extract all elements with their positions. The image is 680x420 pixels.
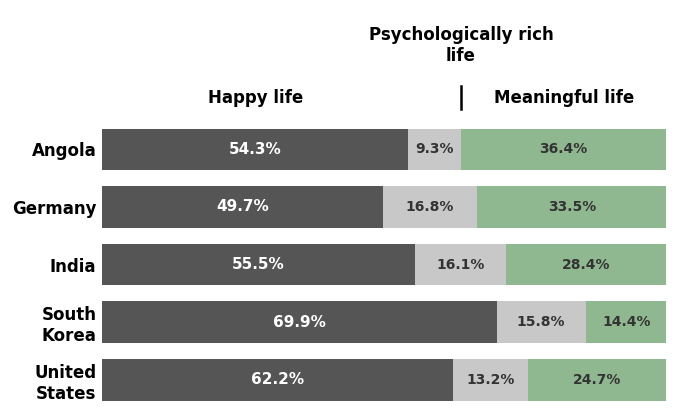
Bar bbox=[102, 129, 409, 170]
Bar bbox=[585, 302, 667, 343]
Bar bbox=[102, 359, 453, 401]
Text: 24.7%: 24.7% bbox=[573, 373, 622, 387]
Text: 28.4%: 28.4% bbox=[562, 257, 611, 272]
Text: 16.8%: 16.8% bbox=[406, 200, 454, 214]
Bar bbox=[453, 359, 528, 401]
Text: 13.2%: 13.2% bbox=[466, 373, 515, 387]
Text: 54.3%: 54.3% bbox=[229, 142, 282, 157]
Text: 62.2%: 62.2% bbox=[251, 373, 304, 387]
Text: 16.1%: 16.1% bbox=[437, 257, 485, 272]
Text: 55.5%: 55.5% bbox=[233, 257, 285, 272]
Bar bbox=[528, 359, 667, 401]
Bar bbox=[383, 186, 477, 228]
Bar bbox=[102, 302, 496, 343]
Bar bbox=[409, 129, 461, 170]
Text: 33.5%: 33.5% bbox=[547, 200, 596, 214]
Text: 15.8%: 15.8% bbox=[517, 315, 565, 329]
Text: 49.7%: 49.7% bbox=[216, 200, 269, 215]
Text: Meaningful life: Meaningful life bbox=[494, 89, 634, 107]
Text: 36.4%: 36.4% bbox=[539, 142, 588, 156]
Bar bbox=[415, 244, 506, 285]
Bar bbox=[102, 186, 383, 228]
Text: Psychologically rich
life: Psychologically rich life bbox=[369, 26, 554, 65]
Text: 69.9%: 69.9% bbox=[273, 315, 326, 330]
Text: 14.4%: 14.4% bbox=[602, 315, 651, 329]
Text: 9.3%: 9.3% bbox=[415, 142, 454, 156]
Bar bbox=[506, 244, 666, 285]
Bar bbox=[102, 244, 415, 285]
Bar bbox=[496, 302, 585, 343]
Bar bbox=[461, 129, 666, 170]
Text: Happy life: Happy life bbox=[207, 89, 303, 107]
Bar bbox=[477, 186, 666, 228]
